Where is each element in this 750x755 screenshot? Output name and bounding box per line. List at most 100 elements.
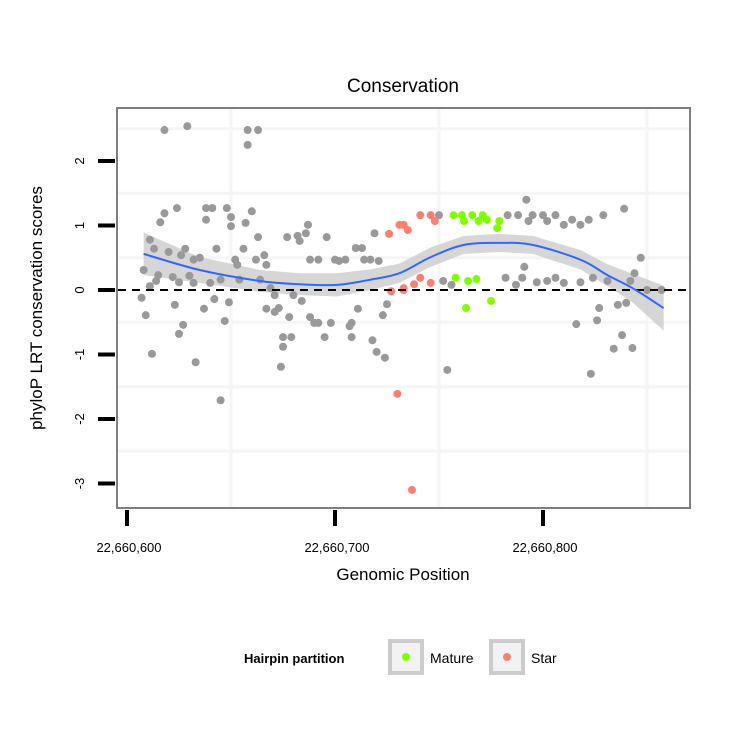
point-other: [622, 298, 631, 307]
x-tick-label: 22,660,800: [512, 540, 577, 555]
point-other: [285, 313, 294, 322]
point-other: [147, 349, 156, 358]
point-other: [227, 222, 235, 231]
point-other: [372, 347, 381, 356]
confidence-band: [143, 232, 664, 331]
point-other: [179, 320, 188, 329]
point-other: [643, 286, 651, 294]
point-other: [306, 255, 315, 264]
point-other: [177, 251, 186, 260]
point-other: [306, 313, 315, 322]
chart-title: Conservation: [347, 76, 459, 97]
point-other: [172, 204, 181, 213]
point-other: [539, 211, 547, 220]
point-other: [628, 344, 637, 353]
point-other: [603, 276, 612, 285]
point-other: [586, 369, 595, 378]
point-other: [636, 253, 645, 262]
point-other: [618, 331, 627, 340]
point-other: [303, 220, 312, 229]
point-star: [426, 278, 435, 287]
point-other: [297, 296, 306, 305]
point-other: [224, 298, 233, 307]
legend-dot-mature: [402, 653, 410, 661]
confidence-band-area: [143, 232, 664, 331]
y-tick-label: 1: [72, 222, 87, 229]
point-mature: [487, 296, 495, 305]
point-other: [208, 204, 217, 213]
point-other: [212, 244, 221, 253]
point-other: [241, 218, 250, 227]
point-other: [274, 304, 283, 313]
point-other: [511, 280, 520, 289]
legend: Hairpin partition Mature Star: [244, 639, 557, 675]
point-other: [657, 286, 666, 294]
point-mature: [459, 216, 468, 225]
point-other: [216, 275, 225, 284]
point-other: [360, 255, 369, 264]
point-other: [202, 215, 211, 224]
point-mature: [451, 273, 460, 282]
point-other: [443, 365, 452, 374]
point-other: [168, 273, 177, 282]
point-other: [239, 244, 248, 253]
point-other: [584, 215, 593, 224]
axes: 2 1 0 -1 -2 -3 22,660,600 22,660,700 22,660,800: [72, 157, 578, 555]
point-other: [353, 304, 362, 313]
point-star: [426, 211, 435, 220]
point-other: [260, 251, 269, 260]
point-other: [175, 278, 183, 287]
point-other: [175, 329, 183, 338]
legend-title: Hairpin partition: [244, 651, 344, 666]
x-tick-label: 22,660,700: [304, 540, 369, 555]
point-other: [380, 353, 389, 362]
data-points: [137, 122, 666, 494]
point-other: [370, 229, 379, 238]
point-star: [385, 229, 394, 238]
point-other: [262, 260, 271, 269]
point-other: [181, 244, 190, 253]
point-other: [347, 333, 356, 342]
point-other: [576, 220, 585, 229]
point-other: [595, 304, 604, 313]
legend-dot-star: [503, 653, 511, 661]
point-star: [387, 287, 396, 296]
point-other: [335, 256, 344, 265]
y-tick-label: 0: [72, 286, 87, 293]
point-other: [210, 295, 219, 304]
point-other: [524, 216, 533, 225]
point-other: [383, 300, 391, 309]
point-other: [189, 255, 198, 264]
point-other: [551, 211, 560, 220]
point-other: [156, 218, 165, 227]
y-axis-label: phyloP LRT conservation scores: [27, 186, 46, 430]
point-other: [164, 247, 173, 256]
point-other: [593, 316, 602, 325]
point-other: [270, 291, 279, 300]
point-other: [170, 300, 179, 309]
point-other: [351, 244, 360, 253]
point-other: [514, 211, 523, 220]
point-other: [199, 304, 208, 313]
point-other: [378, 311, 387, 320]
point-other: [543, 276, 552, 285]
point-other: [439, 276, 448, 285]
point-star: [410, 280, 419, 289]
point-other: [543, 216, 552, 225]
point-mature: [482, 215, 491, 224]
point-other: [518, 273, 527, 282]
point-star: [407, 485, 416, 494]
point-other: [322, 233, 331, 242]
point-mature: [468, 211, 477, 220]
x-tick-label: 22,660,600: [96, 540, 161, 555]
point-other: [620, 204, 629, 213]
point-other: [532, 278, 541, 287]
point-other: [289, 291, 298, 300]
point-other: [206, 278, 215, 287]
point-other: [160, 209, 169, 218]
point-other: [435, 211, 443, 220]
point-other: [233, 260, 242, 269]
point-other: [588, 273, 597, 282]
point-other: [528, 211, 537, 220]
